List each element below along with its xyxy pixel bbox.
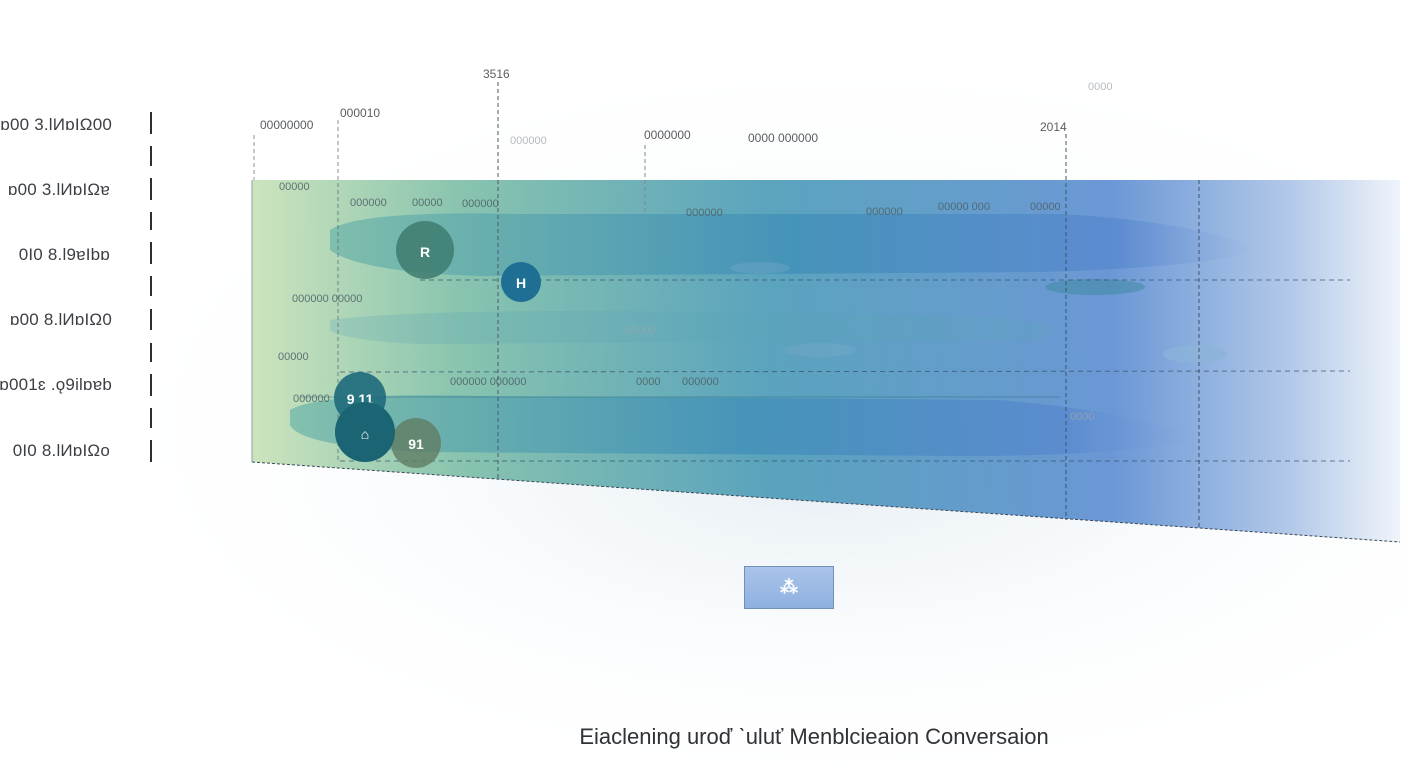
inner-label-1: 00000 (279, 181, 310, 193)
row-label-1: ɒ00 3.ƖИɒIΩ00 (0, 115, 112, 134)
top-label-7: 0000 (1088, 81, 1112, 93)
blob-right-1 (1045, 279, 1145, 295)
row-label-2: ɒ00 3.ƖИɒIΩɐ (8, 180, 110, 199)
top-label-6: 2014 (1040, 120, 1067, 134)
blob-mid-1 (784, 343, 856, 357)
marker-e-circle (391, 418, 441, 468)
marker-b-circle (501, 262, 541, 302)
marker-d-circle (335, 402, 395, 462)
top-label-3: 000010 (340, 106, 380, 120)
inner-label-11: 000000 (686, 207, 723, 219)
inner-label-12: 000000 (866, 206, 903, 218)
top-labels: 3516 00000000 000010 0000000 0000 000000… (260, 67, 1112, 145)
marker-e-label: 91 (408, 436, 424, 452)
inner-label-3: 00000 (278, 351, 309, 363)
marker-a-circle (396, 221, 454, 279)
top-label-1: 3516 (483, 67, 510, 81)
row-label-3: 0I0 8.Ɩ9ɐIbɒ (19, 245, 110, 264)
marker-e[interactable]: 91 (391, 418, 441, 468)
blob-mid-2 (730, 262, 790, 274)
inner-label-10: 000000 (682, 376, 719, 388)
top-label-4: 0000000 (644, 128, 691, 142)
row-label-5: ɒ001ɛ .ǫ9ilɒɐb (0, 375, 112, 394)
row-labels: ɒ00 3.ƖИɒIΩ00 ɒ00 3.ƖИɒIΩɐ 0I0 8.Ɩ9ɐIbɒ … (0, 115, 112, 460)
center-figure-button[interactable]: ⁂ (744, 566, 834, 609)
inner-label-16: 00000 (625, 325, 656, 337)
marker-b-label: H (516, 275, 526, 291)
inner-label-13: 00000 000 (938, 201, 990, 213)
inner-label-8: 000000 000000 (450, 376, 526, 388)
inner-label-15: 000000 (510, 135, 547, 147)
upper-stream (330, 213, 1260, 276)
inner-label-17: 0000 (1070, 411, 1094, 423)
marker-a[interactable]: R (396, 221, 454, 279)
lower-stream (290, 395, 1200, 456)
inner-label-4: 000000 (293, 393, 330, 405)
blob-right-2 (1163, 345, 1227, 363)
inner-labels: 00000 000000 00000 00000 000000 000000 0… (278, 135, 1094, 423)
band-bottom-edge (251, 461, 1401, 543)
top-label-2: 00000000 (260, 118, 314, 132)
inner-label-9: 0000 (636, 376, 660, 388)
marker-d-label: ⌂ (361, 426, 369, 442)
row-label-6: 0I0 8.ƖИɒIΩo (13, 441, 110, 460)
diagram-caption: Eiaclening uroď ˋuluť Menblcieaion Conve… (579, 724, 1049, 749)
marker-a-label: R (420, 244, 430, 260)
inner-label-5: 000000 (350, 197, 387, 209)
top-label-5: 0000 000000 (748, 131, 818, 145)
inner-label-2: 000000 00000 (292, 293, 362, 305)
marker-b[interactable]: H (501, 262, 541, 302)
guide-line-2 (339, 370, 1351, 373)
marker-d[interactable]: ⌂ (335, 402, 395, 462)
inner-label-6: 00000 (412, 197, 443, 209)
figure-icon: ⁂ (780, 577, 798, 597)
inner-label-14: 00000 (1030, 201, 1061, 213)
middle-stream (330, 311, 1054, 344)
row-label-4: ɒ00 8.ƖИɒIΩ0 (10, 310, 112, 329)
inner-label-7: 000000 (462, 198, 499, 210)
